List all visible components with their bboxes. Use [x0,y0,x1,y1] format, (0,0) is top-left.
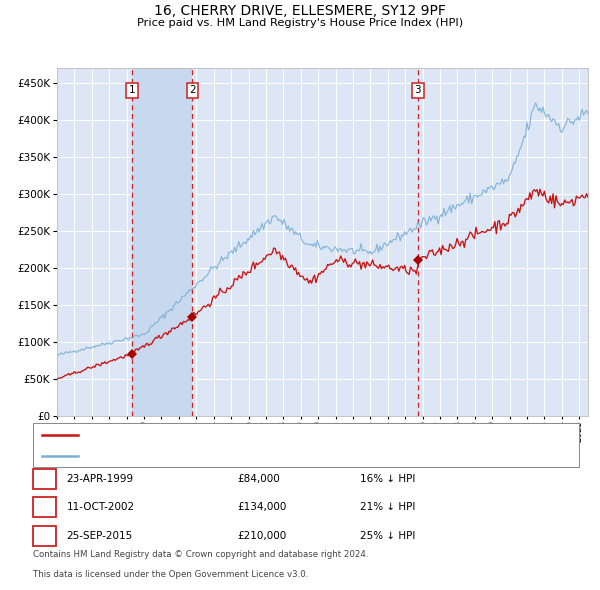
Text: £84,000: £84,000 [237,474,280,484]
Text: 23-APR-1999: 23-APR-1999 [67,474,134,484]
Text: 1: 1 [41,474,48,484]
Text: Price paid vs. HM Land Registry's House Price Index (HPI): Price paid vs. HM Land Registry's House … [137,18,463,28]
Text: £134,000: £134,000 [237,503,286,512]
Text: HPI: Average price, detached house, Shropshire: HPI: Average price, detached house, Shro… [82,451,315,461]
Bar [132,68,193,416]
Text: 16, CHERRY DRIVE, ELLESMERE, SY12 9PF: 16, CHERRY DRIVE, ELLESMERE, SY12 9PF [154,4,446,18]
Text: 1: 1 [129,86,136,96]
Text: 2: 2 [41,503,48,512]
Text: 25% ↓ HPI: 25% ↓ HPI [360,531,415,540]
Text: 16% ↓ HPI: 16% ↓ HPI [360,474,415,484]
Text: Contains HM Land Registry data © Crown copyright and database right 2024.: Contains HM Land Registry data © Crown c… [33,550,368,559]
Text: 3: 3 [415,86,421,96]
Text: 3: 3 [41,531,48,540]
Text: This data is licensed under the Open Government Licence v3.0.: This data is licensed under the Open Gov… [33,571,308,579]
Text: 21% ↓ HPI: 21% ↓ HPI [360,503,415,512]
Text: £210,000: £210,000 [237,531,286,540]
Text: 25-SEP-2015: 25-SEP-2015 [67,531,133,540]
Text: 11-OCT-2002: 11-OCT-2002 [67,503,135,512]
Text: 2: 2 [189,86,196,96]
Text: 16, CHERRY DRIVE, ELLESMERE, SY12 9PF (detached house): 16, CHERRY DRIVE, ELLESMERE, SY12 9PF (d… [82,431,377,440]
